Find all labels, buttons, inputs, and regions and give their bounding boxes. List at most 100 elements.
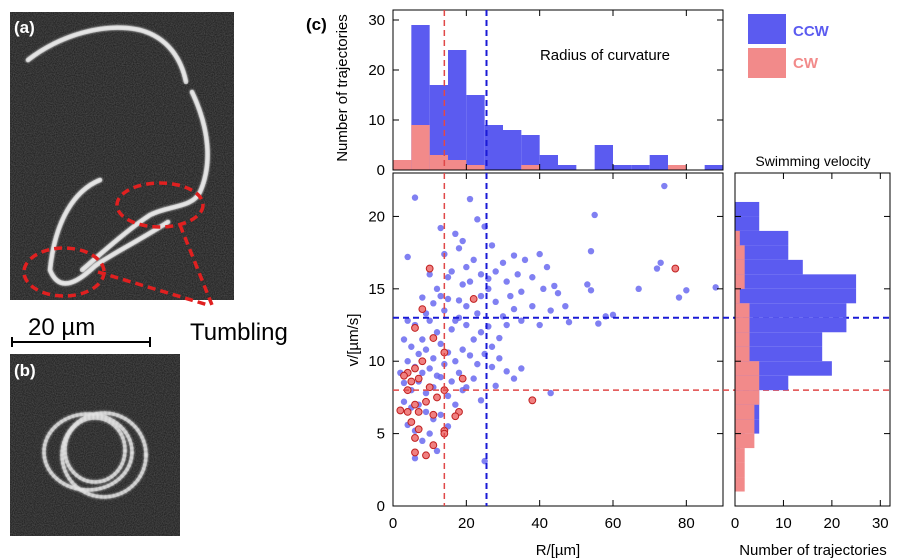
scatter-point-ccw [591,211,598,219]
legend-label-ccw: CCW [793,23,830,40]
scatter-point-ccw [426,365,433,372]
radius-ytick-label: 20 [368,62,385,79]
scatter-point-cw [396,406,405,415]
legend: CCW CW [748,14,830,78]
scatter-point-ccw [415,350,422,358]
scatter-point-ccw [444,392,452,400]
scatter-point-ccw [419,437,426,445]
scatter-point-ccw [540,285,547,293]
scatter-point-ccw [488,343,496,350]
scatter-point-ccw [452,401,459,408]
scatter-point-ccw [404,358,411,365]
scatter-point-cw [400,371,408,380]
velocity-bar-ccw-17 [735,230,789,246]
scatter-point-ccw [448,268,455,275]
radius-bar-cw-2 [429,155,448,170]
velocity-bar-cw-10 [735,332,750,347]
radius-bar-cw-4 [466,165,485,170]
scatter-point-cw [414,407,423,416]
velocity-bar-cw-7 [735,375,760,391]
scatter-point-ccw [492,268,499,275]
scatter-point-cw [411,324,419,332]
velocity-bar-ccw-18 [735,216,760,231]
scatter-point-ccw [444,295,452,303]
scatter-point-ccw [521,256,529,264]
scale-bar: 20 µm [11,314,151,347]
scatter-point-ccw [400,336,408,343]
trajectory-a-core [25,25,210,286]
scatter-point-cw [407,418,416,426]
scatter-point-ccw [481,457,488,465]
scatter-point-ccw [518,317,525,324]
scatter-point-cw [528,396,537,405]
scatter-point-ccw [463,321,470,329]
scatter-point-ccw [426,271,433,278]
scatter-point-ccw [437,373,444,381]
scatter-point-ccw [422,346,430,353]
scatter-point-ccw [518,288,525,295]
scatter-point-ccw [437,292,444,300]
radius-bar-cw-15 [668,165,687,170]
scatter-point-ccw [510,305,518,313]
scatter-point-ccw [419,369,426,376]
radius-bar-ccw-3 [448,50,467,170]
velocity-histogram: 0 10 20 30 Swimming velocity Number of trajec… [731,153,891,559]
radius-bar-ccw-6 [503,130,522,170]
scatter-xtick-label: 80 [678,515,695,532]
scatter-point-ccw [492,382,499,390]
velocity-bar-ccw-10 [735,332,823,347]
scatter-point-ccw [488,242,496,249]
scatter-point-ccw [554,289,562,297]
scatter-point-cw [414,425,423,434]
velocity-xtick-label: 20 [824,515,841,532]
scatter-point-ccw [683,287,690,294]
scatter-point-ccw [492,298,499,306]
radius-bar-ccw-7 [521,135,540,170]
scatter-point-ccw [448,378,455,385]
velocity-xtick-label: 10 [775,515,792,532]
scatter-point-ccw [422,389,430,397]
scatter-xtick-label: 20 [458,515,475,532]
scatter-point-cw [425,383,434,392]
velocity-bar-cw-8 [735,361,760,376]
scatter-point-ccw [466,352,474,359]
scatter-point-ccw [459,281,466,288]
scatter-point-ccw [433,447,441,455]
scatter-point-ccw [455,297,463,304]
radius-bar-cw-0 [393,160,412,170]
scatter-point-ccw [437,224,444,232]
velocity-bar-ccw-9 [735,346,823,362]
scatter-point-ccw [635,285,642,293]
scatter-point-cw [411,448,419,457]
velocity-bar-cw-3 [735,433,755,449]
scatter-point-ccw [510,375,518,382]
scatter-point-ccw [529,303,536,310]
scatter-point-cw [414,374,423,383]
scatter-point-ccw [474,216,481,223]
scatter-point-ccw [437,340,444,348]
scatter-point-ccw [426,430,433,437]
scatter-point-ccw [437,411,444,418]
scatter-point-cw [411,364,419,373]
scatter-point-ccw [712,284,719,291]
scatter-point-ccw [466,278,474,285]
scatter-point-cw [403,407,412,416]
scatter-point-ccw [444,274,452,281]
scatter-point-cw [458,374,467,383]
scatter-point-ccw [514,271,521,278]
scatter-point-ccw [422,408,430,416]
legend-label-cw: CW [793,55,819,72]
scatter-point-ccw [433,285,441,293]
radius-ytick-label: 30 [368,12,385,29]
velocity-bar-ccw-16 [735,245,789,260]
radius-bar-ccw-12 [613,165,632,170]
legend-swatch-ccw [748,14,786,44]
scatter-point-ccw [411,455,419,462]
scatter-point-ccw [477,292,485,300]
scatter-point-ccw [474,360,481,368]
micrograph-a: (a) [10,12,234,300]
scatter-point-cw [411,434,419,442]
radius-histogram-title: Radius of curvature [540,47,670,64]
radius-bar-cw-1 [411,125,430,170]
scatter-point-cw [429,334,438,342]
